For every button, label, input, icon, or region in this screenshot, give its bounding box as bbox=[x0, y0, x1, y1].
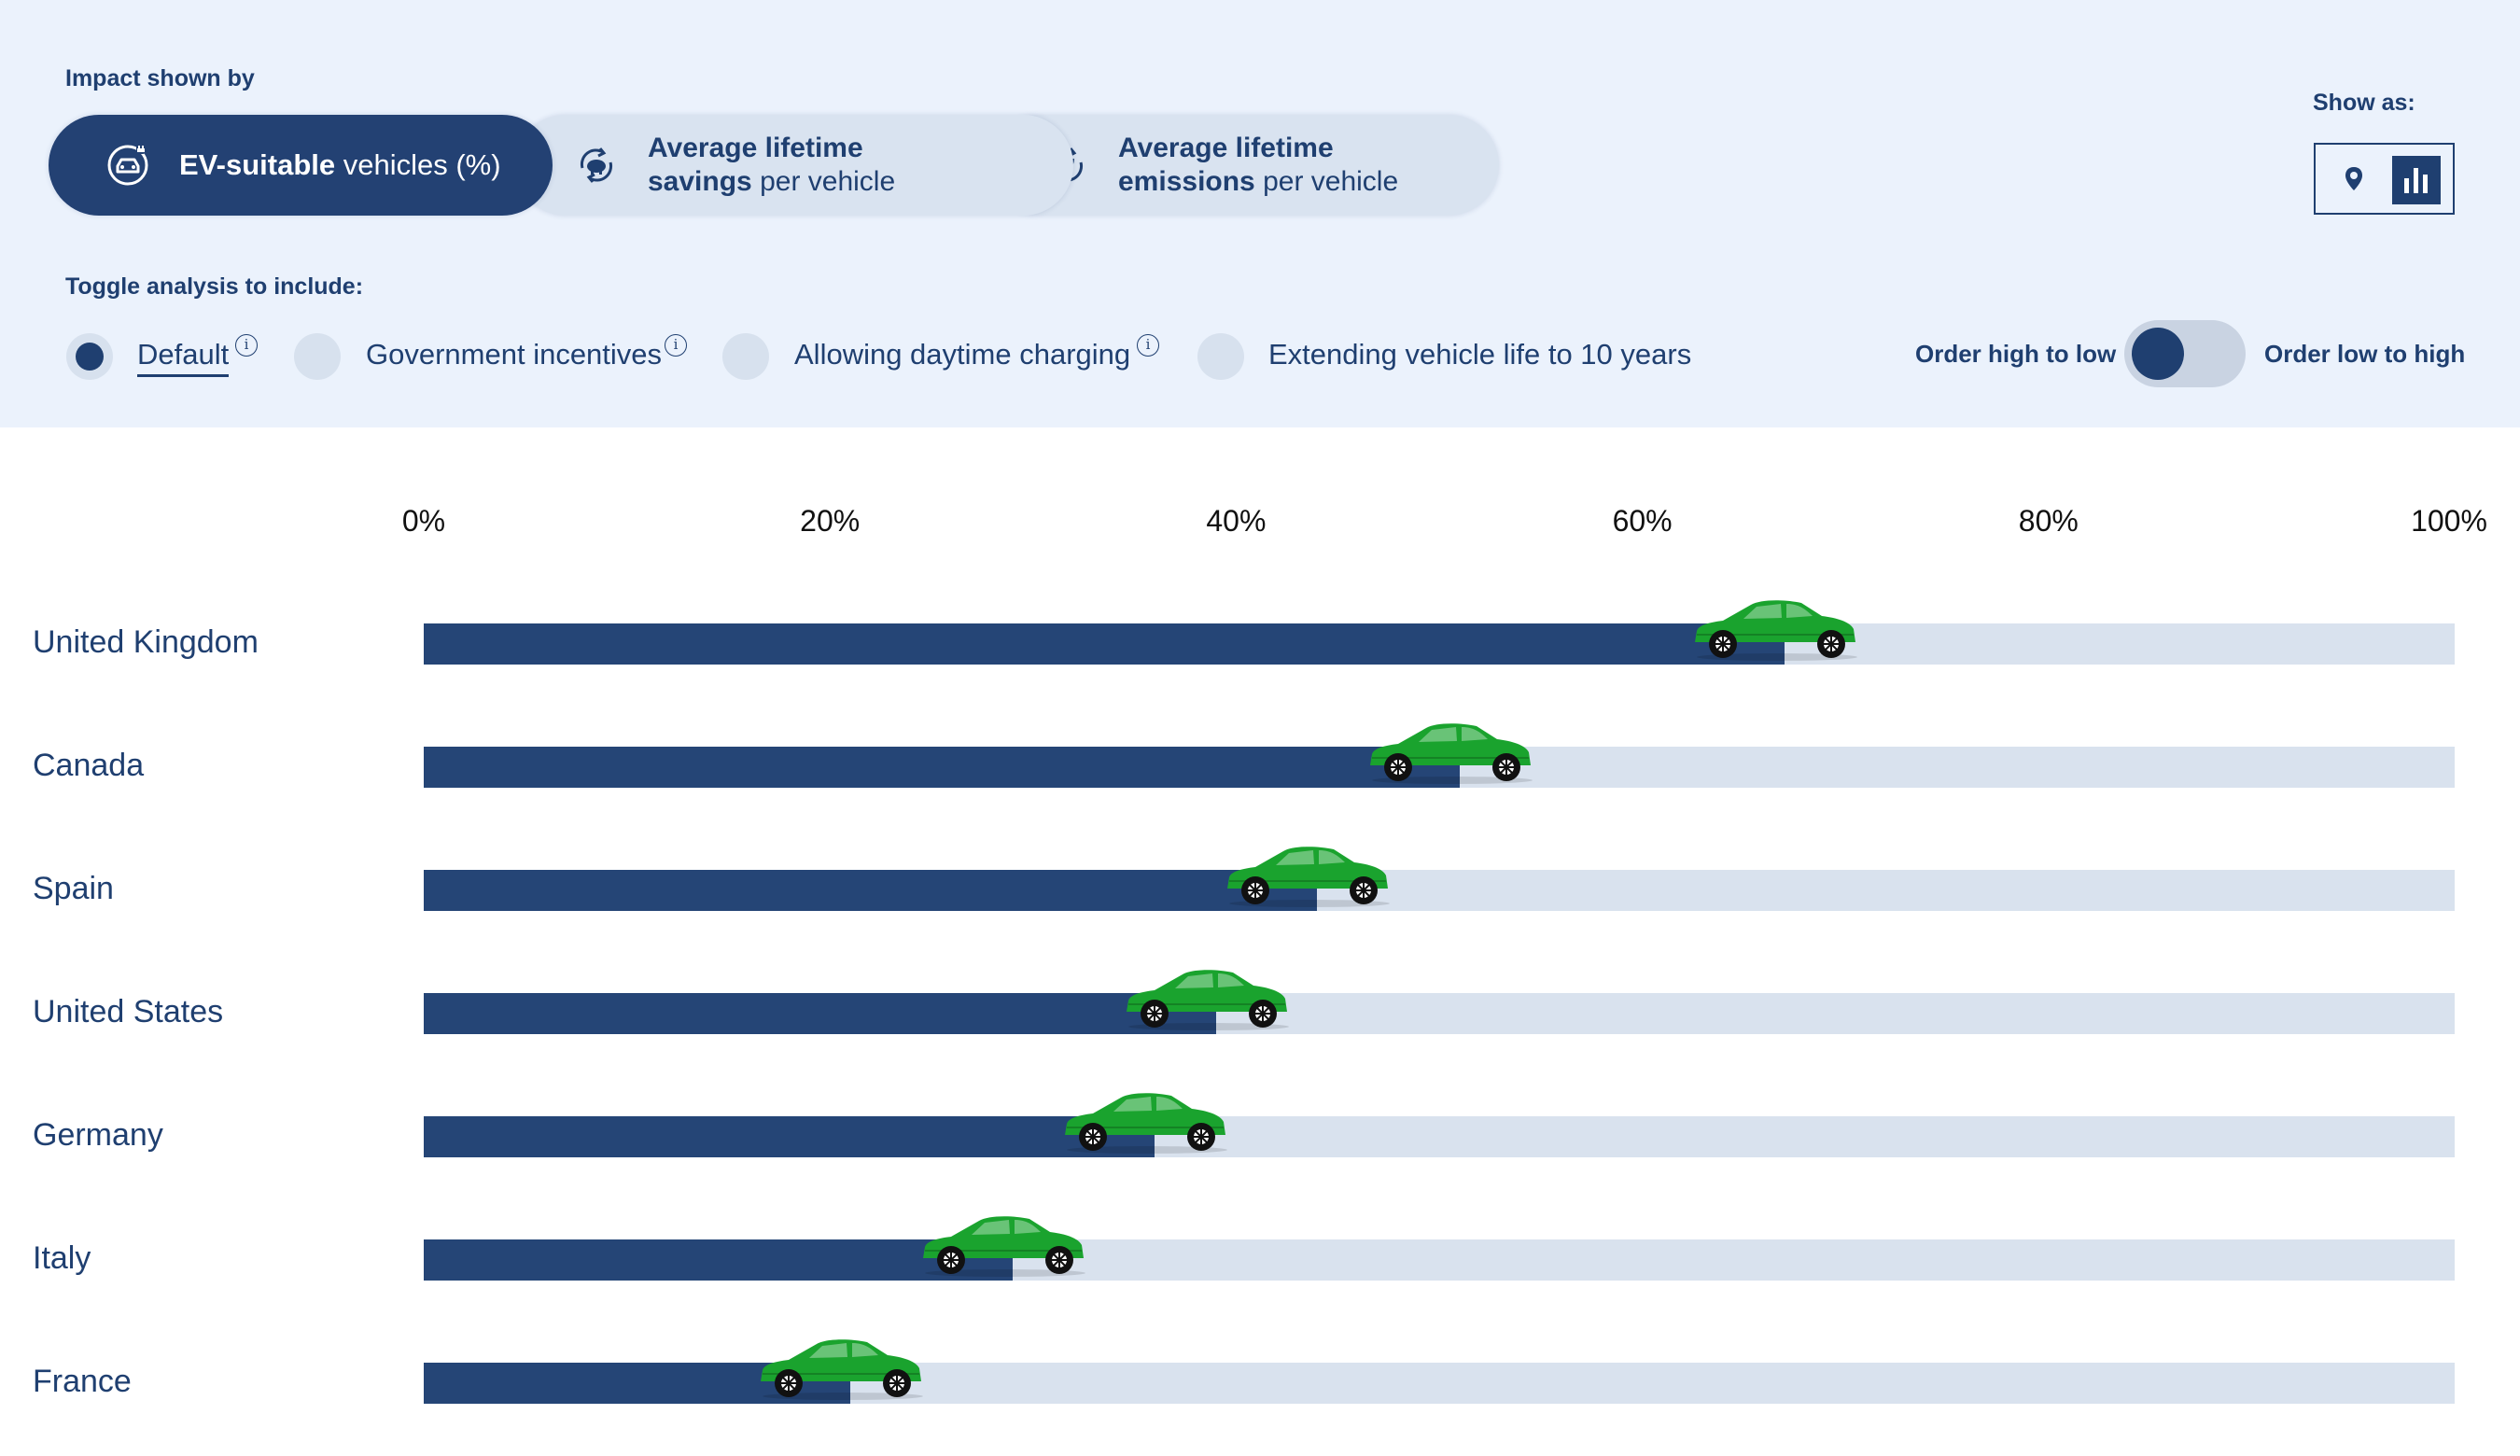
tab-emissions-line1: Average lifetime bbox=[1118, 133, 1334, 163]
tab-emissions-bold: emissions bbox=[1118, 166, 1255, 197]
country-label: United Kingdom bbox=[33, 624, 259, 660]
tab-savings-rest: per vehicle bbox=[751, 166, 896, 197]
x-tick-label: 60% bbox=[1612, 504, 1673, 538]
x-tick-label: 0% bbox=[401, 504, 446, 538]
country-label: Italy bbox=[33, 1240, 91, 1276]
option-default-label[interactable]: Default bbox=[137, 338, 230, 377]
x-tick-label: 20% bbox=[800, 504, 861, 538]
bar[interactable] bbox=[424, 623, 1785, 665]
radio-government-incentives[interactable] bbox=[294, 333, 341, 380]
option-government-incentives-label[interactable]: Government incentives bbox=[366, 338, 663, 371]
order-toggle[interactable] bbox=[2124, 320, 2246, 387]
bar[interactable] bbox=[424, 870, 1318, 911]
controls-panel: Impact shown by Average lifetime emissio… bbox=[0, 0, 2520, 427]
piggy-bank-cycle-icon bbox=[580, 147, 613, 183]
car-icon bbox=[1061, 1083, 1229, 1157]
car-icon bbox=[1366, 713, 1534, 788]
car-icon bbox=[1224, 836, 1392, 911]
view-switcher bbox=[2314, 143, 2455, 215]
tab-savings-bold: savings bbox=[648, 166, 752, 197]
impact-shown-by-label: Impact shown by bbox=[65, 65, 255, 91]
car-icon bbox=[1123, 959, 1291, 1034]
car-icon bbox=[1691, 590, 1859, 665]
option-vehicle-life-label[interactable]: Extending vehicle life to 10 years bbox=[1268, 338, 1692, 371]
order-low-to-high-label[interactable]: Order low to high bbox=[2264, 340, 2466, 368]
ev-suitability-bar-chart: 0% 20% 40% 60% 80% 100% United Kingdom Canada Sp… bbox=[0, 427, 2520, 1456]
car-icon bbox=[919, 1206, 1087, 1281]
order-toggle-knob bbox=[2132, 328, 2184, 380]
show-as-label: Show as: bbox=[2313, 90, 2415, 116]
country-label: France bbox=[33, 1364, 132, 1399]
tab-savings[interactable]: Average lifetime savings per vehicle bbox=[515, 115, 1073, 216]
radio-daytime-charging[interactable] bbox=[722, 333, 769, 380]
bar[interactable] bbox=[424, 747, 1460, 788]
tab-emissions-rest: per vehicle bbox=[1254, 166, 1399, 197]
toggle-analysis-label: Toggle analysis to include: bbox=[65, 273, 364, 300]
order-high-to-low-label[interactable]: Order high to low bbox=[1915, 340, 2117, 368]
x-tick-label: 100% bbox=[2411, 504, 2487, 538]
tab-ev-bold: EV-suitable bbox=[179, 148, 336, 181]
bar-view-button[interactable] bbox=[2392, 156, 2441, 204]
tab-ev-suitable[interactable]: EV-suitable vehicles (%) bbox=[49, 115, 553, 216]
x-tick-label: 80% bbox=[2018, 504, 2079, 538]
x-tick-label: 40% bbox=[1206, 504, 1267, 538]
country-label: Canada bbox=[33, 748, 145, 783]
map-pin-icon bbox=[2345, 167, 2362, 190]
radio-default[interactable] bbox=[66, 333, 113, 380]
car-icon bbox=[757, 1329, 925, 1404]
bar[interactable] bbox=[424, 1239, 1014, 1281]
info-icon[interactable]: i bbox=[665, 334, 687, 357]
country-label: Spain bbox=[33, 871, 114, 906]
tab-ev-rest: vehicles (%) bbox=[335, 148, 501, 181]
map-view-button[interactable] bbox=[2332, 158, 2375, 201]
bar[interactable] bbox=[424, 1116, 1155, 1157]
bar[interactable] bbox=[424, 993, 1216, 1034]
country-label: United States bbox=[33, 994, 224, 1029]
bar-chart-icon bbox=[2404, 168, 2428, 193]
radio-vehicle-life[interactable] bbox=[1197, 333, 1244, 380]
info-icon[interactable]: i bbox=[1137, 334, 1159, 357]
impact-tabs: Average lifetime emissions per vehicle A… bbox=[49, 115, 1499, 216]
country-label: Germany bbox=[33, 1117, 163, 1153]
tab-savings-line1: Average lifetime bbox=[648, 133, 863, 163]
info-icon[interactable]: i bbox=[235, 334, 258, 357]
tab-emissions[interactable]: Average lifetime emissions per vehicle bbox=[989, 115, 1499, 216]
car-plug-icon bbox=[107, 145, 148, 186]
option-daytime-charging-label[interactable]: Allowing daytime charging bbox=[794, 338, 1131, 371]
